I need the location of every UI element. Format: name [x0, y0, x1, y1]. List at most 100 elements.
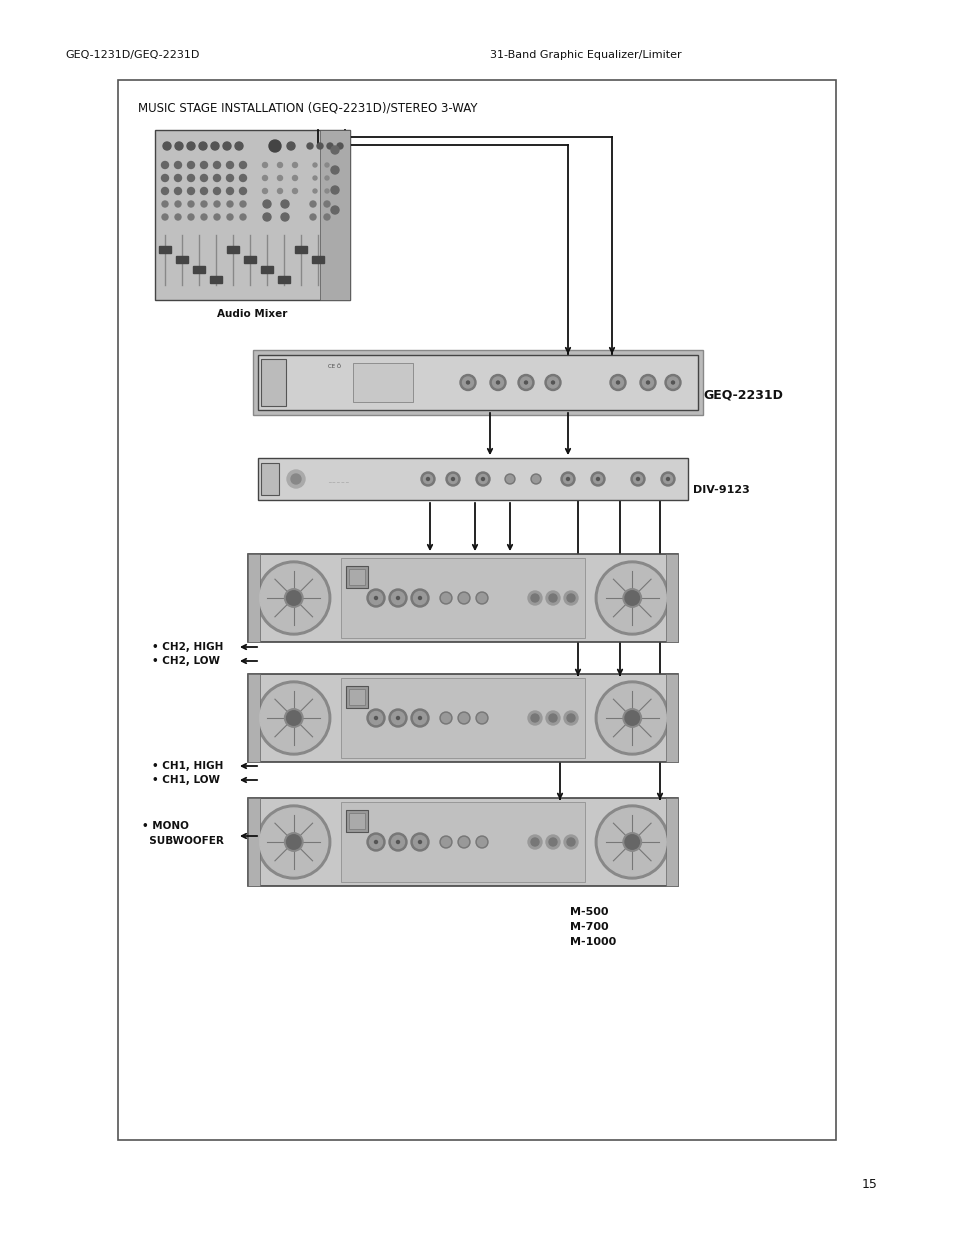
- Circle shape: [239, 162, 246, 168]
- Circle shape: [423, 474, 432, 483]
- Circle shape: [325, 177, 329, 180]
- Circle shape: [413, 711, 426, 725]
- Circle shape: [369, 836, 382, 848]
- Circle shape: [262, 189, 267, 194]
- Circle shape: [457, 836, 470, 848]
- Circle shape: [544, 374, 560, 390]
- Bar: [353, 363, 413, 403]
- Circle shape: [595, 561, 668, 635]
- Circle shape: [413, 592, 426, 604]
- Text: DIV-9123: DIV-9123: [692, 485, 749, 495]
- Circle shape: [162, 201, 168, 207]
- Circle shape: [324, 214, 330, 220]
- Circle shape: [286, 711, 301, 725]
- Circle shape: [457, 713, 470, 724]
- Circle shape: [441, 714, 450, 722]
- Text: • CH1, HIGH: • CH1, HIGH: [152, 761, 223, 771]
- Bar: [346, 810, 368, 832]
- Circle shape: [200, 188, 208, 194]
- Circle shape: [199, 142, 207, 149]
- Circle shape: [396, 716, 399, 720]
- Circle shape: [293, 163, 297, 168]
- Circle shape: [459, 714, 468, 722]
- Circle shape: [331, 146, 338, 154]
- Circle shape: [324, 201, 330, 207]
- Circle shape: [391, 711, 404, 725]
- Circle shape: [545, 711, 559, 725]
- Circle shape: [325, 189, 329, 193]
- Text: M-500
M-700
M-1000: M-500 M-700 M-1000: [569, 906, 616, 946]
- Circle shape: [624, 835, 639, 850]
- Bar: [665, 555, 678, 642]
- Circle shape: [263, 200, 271, 207]
- Bar: [261, 359, 286, 406]
- Circle shape: [313, 163, 316, 167]
- Circle shape: [451, 478, 454, 480]
- Circle shape: [174, 214, 181, 220]
- Circle shape: [411, 589, 429, 606]
- Circle shape: [226, 162, 233, 168]
- Bar: [210, 275, 222, 283]
- Bar: [349, 689, 365, 705]
- Text: 31-Band Graphic Equalizer/Limiter: 31-Band Graphic Equalizer/Limiter: [490, 49, 680, 61]
- Circle shape: [641, 377, 653, 388]
- Circle shape: [622, 832, 640, 851]
- Text: Audio Mixer: Audio Mixer: [217, 309, 288, 319]
- Circle shape: [598, 808, 665, 876]
- Bar: [346, 566, 368, 588]
- Circle shape: [411, 832, 429, 851]
- Circle shape: [369, 711, 382, 725]
- Circle shape: [545, 592, 559, 605]
- Circle shape: [636, 478, 639, 480]
- Circle shape: [531, 474, 540, 484]
- Circle shape: [420, 472, 435, 487]
- Circle shape: [624, 711, 639, 725]
- Text: • MONO: • MONO: [142, 821, 189, 831]
- Circle shape: [313, 189, 316, 193]
- Circle shape: [413, 836, 426, 848]
- Circle shape: [284, 709, 303, 727]
- Circle shape: [389, 709, 407, 727]
- Circle shape: [307, 143, 313, 149]
- Circle shape: [174, 162, 181, 168]
- Circle shape: [563, 711, 578, 725]
- Circle shape: [200, 162, 208, 168]
- Text: GEQ-2231D: GEQ-2231D: [702, 389, 782, 403]
- Circle shape: [281, 212, 289, 221]
- Circle shape: [256, 805, 331, 879]
- Bar: [248, 555, 678, 642]
- Circle shape: [439, 836, 452, 848]
- Circle shape: [188, 201, 193, 207]
- Circle shape: [459, 374, 476, 390]
- Circle shape: [560, 472, 575, 487]
- Bar: [312, 256, 324, 263]
- Circle shape: [213, 201, 220, 207]
- Circle shape: [520, 377, 531, 388]
- Circle shape: [174, 188, 181, 194]
- Circle shape: [524, 382, 527, 384]
- Circle shape: [462, 377, 473, 388]
- Circle shape: [369, 592, 382, 604]
- Circle shape: [616, 382, 618, 384]
- Bar: [227, 246, 239, 253]
- Circle shape: [459, 594, 468, 603]
- Circle shape: [188, 188, 194, 194]
- Circle shape: [213, 162, 220, 168]
- Circle shape: [595, 680, 668, 755]
- Circle shape: [293, 175, 297, 180]
- Circle shape: [490, 374, 505, 390]
- Circle shape: [566, 594, 575, 601]
- Circle shape: [227, 201, 233, 207]
- Circle shape: [531, 594, 538, 601]
- Circle shape: [259, 684, 328, 752]
- Bar: [349, 569, 365, 585]
- Circle shape: [325, 163, 329, 167]
- Circle shape: [545, 835, 559, 848]
- Circle shape: [667, 377, 678, 388]
- Circle shape: [396, 841, 399, 844]
- Bar: [193, 266, 205, 273]
- Circle shape: [284, 589, 303, 608]
- Bar: [248, 798, 678, 885]
- Circle shape: [596, 478, 598, 480]
- Circle shape: [662, 474, 672, 483]
